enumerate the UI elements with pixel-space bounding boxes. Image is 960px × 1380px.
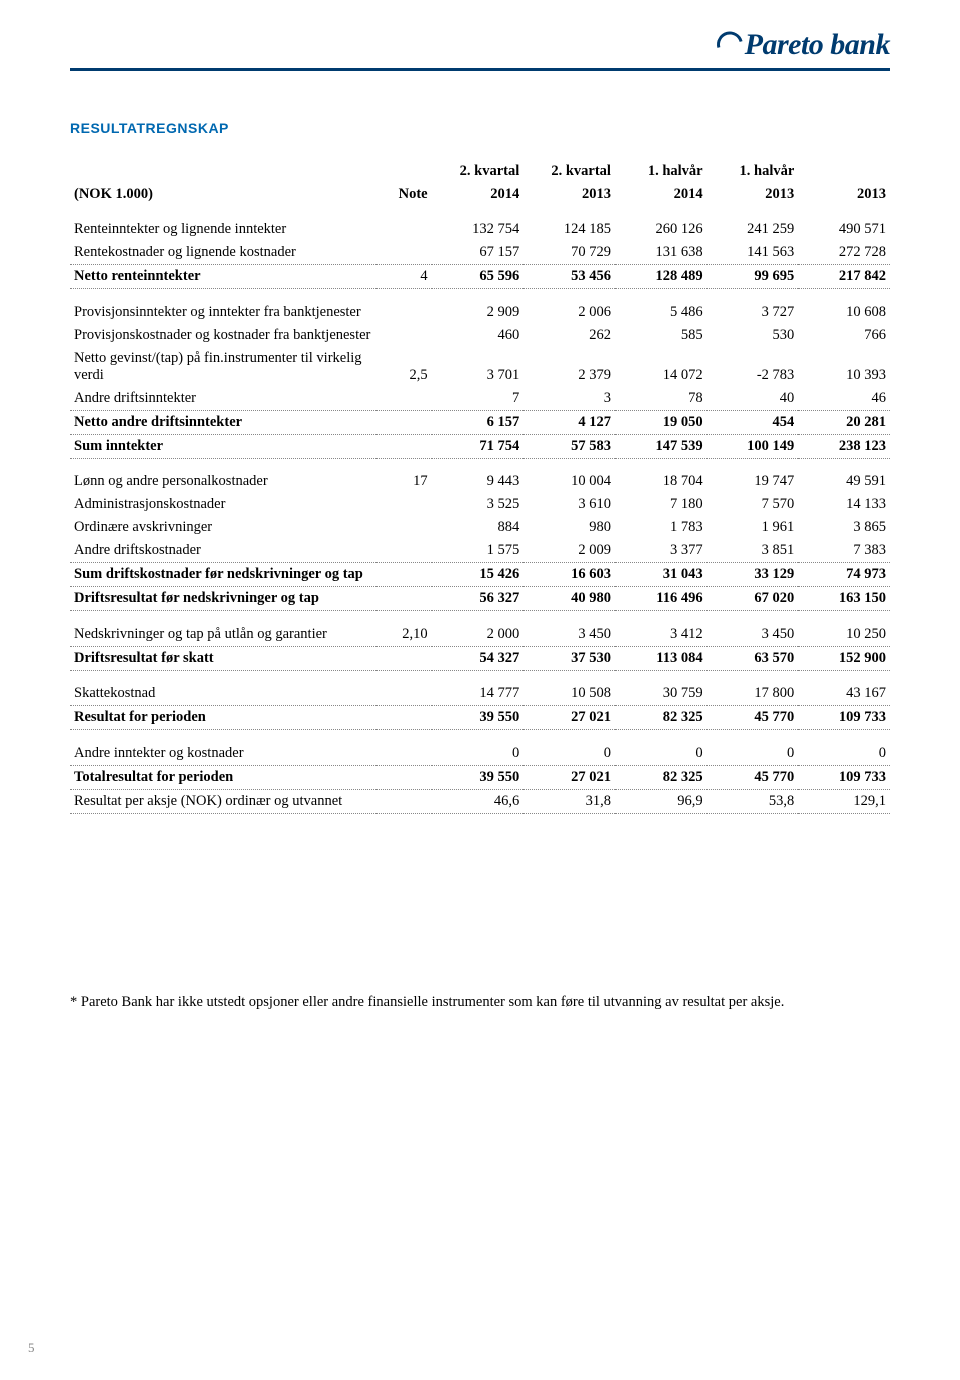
footnote: * Pareto Bank har ikke utstedt opsjoner … (70, 994, 890, 1011)
table-row: Netto andre driftsinntekter6 1574 12719 … (70, 410, 890, 434)
header-rule (70, 68, 890, 71)
col-header: 2013 (523, 183, 615, 206)
table-row: Provisjonsinntekter og inntekter fra ban… (70, 301, 890, 324)
table-header-row-2: (NOK 1.000) Note 2014 2013 2014 2013 201… (70, 183, 890, 206)
note-header: Note (376, 183, 432, 206)
logo: Pareto bank (719, 28, 890, 62)
table-row: Andre driftsinntekter73784046 (70, 387, 890, 411)
table-row: Nedskrivninger og tap på utlån og garant… (70, 623, 890, 647)
table-row: Administrasjonskostnader3 5253 6107 1807… (70, 493, 890, 516)
table-row: Netto gevinst/(tap) på fin.instrumenter … (70, 347, 890, 387)
table-row: Resultat for perioden39 55027 02182 3254… (70, 706, 890, 730)
col-header: 2013 (707, 183, 799, 206)
col-header: 2014 (615, 183, 707, 206)
col-header: 2013 (798, 183, 890, 206)
desc-header: (NOK 1.000) (70, 183, 376, 206)
income-statement-table: 2. kvartal 2. kvartal 1. halvår 1. halvå… (70, 160, 890, 814)
col-header: 2014 (432, 183, 524, 206)
col-header: 1. halvår (707, 160, 799, 183)
col-header: 2. kvartal (523, 160, 615, 183)
table-row: Resultat per aksje (NOK) ordinær og utva… (70, 789, 890, 813)
table-row: Rentekostnader og lignende kostnader67 1… (70, 241, 890, 265)
col-header: 2. kvartal (432, 160, 524, 183)
table-row: Driftsresultat før nedskrivninger og tap… (70, 587, 890, 611)
logo-arc-icon (712, 27, 748, 63)
logo-text: Pareto bank (745, 28, 890, 61)
table-row: Sum driftskostnader før nedskrivninger o… (70, 563, 890, 587)
table-row: Renteinntekter og lignende inntekter132 … (70, 218, 890, 241)
table-row: Driftsresultat før skatt54 32737 530113 … (70, 646, 890, 670)
col-header: 1. halvår (615, 160, 707, 183)
table-row: Skattekostnad14 77710 50830 75917 80043 … (70, 682, 890, 706)
table-row: Totalresultat for perioden39 55027 02182… (70, 765, 890, 789)
table-row: Lønn og andre personalkostnader179 44310… (70, 470, 890, 493)
col-header (798, 160, 890, 183)
section-title: RESULTATREGNSKAP (70, 120, 890, 136)
table-row: Provisjonskostnader og kostnader fra ban… (70, 324, 890, 347)
table-row: Ordinære avskrivninger8849801 7831 9613 … (70, 516, 890, 539)
table-header-row-1: 2. kvartal 2. kvartal 1. halvår 1. halvå… (70, 160, 890, 183)
table-row: Andre driftskostnader1 5752 0093 3773 85… (70, 539, 890, 563)
table-row: Netto renteinntekter465 59653 456128 489… (70, 265, 890, 289)
table-row: Sum inntekter71 75457 583147 539100 1492… (70, 434, 890, 458)
page-number: 5 (28, 1340, 35, 1356)
table-row: Andre inntekter og kostnader00000 (70, 742, 890, 766)
